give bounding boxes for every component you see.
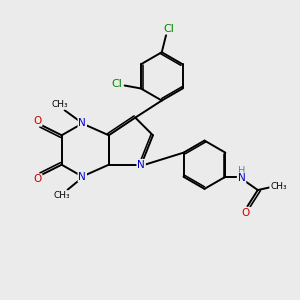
Text: N: N (238, 173, 245, 183)
Text: N: N (78, 172, 86, 182)
Text: O: O (242, 208, 250, 218)
Text: H: H (238, 167, 245, 176)
Text: Cl: Cl (111, 79, 122, 89)
Text: CH₃: CH₃ (53, 191, 70, 200)
Text: O: O (33, 116, 42, 126)
Text: CH₃: CH₃ (52, 100, 68, 109)
Text: Cl: Cl (164, 24, 175, 34)
Text: N: N (78, 118, 86, 128)
Text: CH₃: CH₃ (270, 182, 287, 191)
Text: N: N (137, 160, 145, 170)
Text: O: O (33, 174, 42, 184)
